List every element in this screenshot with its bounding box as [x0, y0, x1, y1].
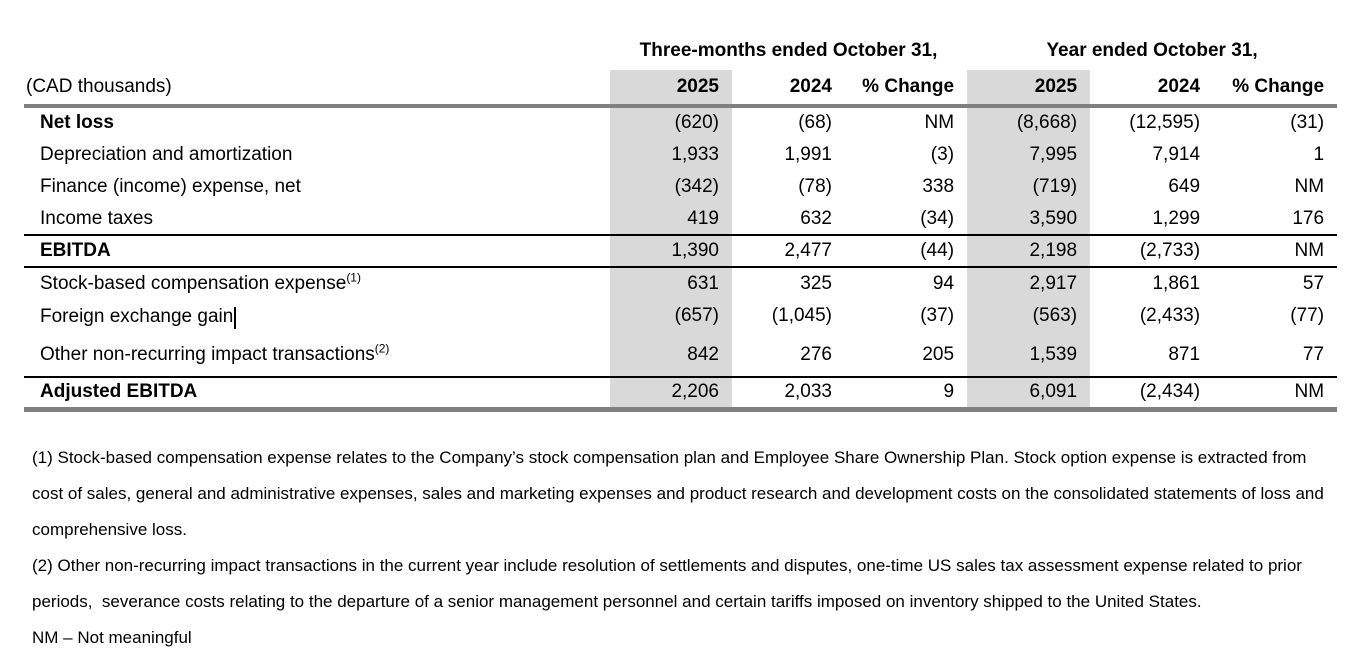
footnote-ref-2: (2): [374, 341, 390, 356]
value-cell: (68): [798, 112, 832, 133]
value-cell: 1,933: [610, 138, 732, 171]
col-group-header-year: Year ended October 31,: [1046, 40, 1258, 61]
table-row-net-loss: Net loss (620) (68) NM (8,668) (12,595) …: [24, 106, 1337, 138]
row-label-text: Stock-based compensation expense: [40, 272, 347, 294]
value-cell: 2,477: [732, 235, 845, 268]
group-header-spacer: [24, 36, 610, 70]
col-header-2024-q: 2024: [732, 70, 845, 108]
value-cell: NM: [1213, 377, 1338, 412]
value-cell: (77): [1290, 305, 1325, 326]
value-cell: (563): [967, 299, 1091, 333]
row-label-text: Foreign exchange gain: [40, 305, 234, 327]
value-cell: (2,733): [1090, 235, 1214, 268]
value-cell: 205: [845, 333, 968, 378]
value-cell: (31): [1290, 112, 1325, 133]
value-cell: (34): [845, 203, 968, 236]
footnote-1: (1) Stock-based compensation expense rel…: [32, 447, 1329, 539]
row-label: Income taxes: [24, 203, 610, 236]
value-cell: 1,991: [784, 143, 832, 165]
col-header-pct-change-q: % Change: [845, 70, 968, 108]
table-row-ebitda: EBITDA 1,390 2,477 (44) 2,198 (2,733) NM: [24, 235, 1338, 268]
value-cell: 2,206: [610, 377, 732, 412]
value-cell: NM: [924, 112, 955, 133]
value-cell: (78): [798, 176, 832, 197]
value-cell: 57: [1302, 272, 1325, 294]
row-label: Other non-recurring impact transactions(…: [24, 333, 610, 378]
table-row-foreign-exchange: Foreign exchange gain (657) (1,045) (37)…: [24, 299, 1337, 333]
row-label[interactable]: Foreign exchange gain: [24, 299, 610, 333]
footnotes-section: (1) Stock-based compensation expense rel…: [32, 440, 1341, 656]
value-cell: 2,198: [967, 235, 1091, 268]
value-cell: 77: [1213, 333, 1338, 378]
row-label: Finance (income) expense, net: [40, 176, 301, 197]
value-cell: 871: [1090, 333, 1214, 378]
value-cell: 1,539: [967, 333, 1091, 378]
value-cell: 649: [1168, 176, 1201, 197]
value-cell: 2,917: [967, 267, 1091, 299]
value-cell: NM: [1294, 176, 1325, 197]
table-row-finance: Finance (income) expense, net (342) (78)…: [24, 171, 1337, 203]
col-header-2025-y: 2025: [967, 70, 1091, 108]
row-label: Depreciation and amortization: [40, 143, 293, 165]
value-cell: (8,668): [967, 106, 1091, 138]
value-cell: 631: [610, 267, 732, 299]
value-cell: 3,590: [967, 203, 1091, 236]
value-cell: 1,299: [1090, 203, 1214, 236]
value-cell: 325: [800, 272, 832, 294]
value-cell: 94: [932, 272, 955, 294]
nm-definition: NM – Not meaningful: [32, 627, 192, 647]
value-cell: (342): [610, 171, 732, 203]
ebitda-reconciliation-table: Three-months ended October 31, Year ende…: [24, 36, 1338, 412]
value-cell: 632: [732, 203, 845, 236]
table-row-adjusted-ebitda: Adjusted EBITDA 2,206 2,033 9 6,091 (2,4…: [24, 377, 1338, 412]
unit-label: (CAD thousands): [24, 70, 610, 108]
table-row-other-nonrecurring: Other non-recurring impact transactions(…: [24, 333, 1338, 378]
value-cell: 419: [610, 203, 732, 236]
row-label: Adjusted EBITDA: [24, 377, 610, 412]
text-cursor: [234, 306, 236, 329]
value-cell: 276: [732, 333, 845, 378]
value-cell: 842: [610, 333, 732, 378]
value-cell: 1: [1313, 143, 1325, 165]
value-cell: 1,861: [1152, 272, 1201, 294]
table-row-stock-compensation: Stock-based compensation expense(1) 631 …: [24, 267, 1337, 299]
value-cell: 2,033: [732, 377, 845, 412]
value-cell: 7,914: [1152, 143, 1201, 165]
value-cell: 1,390: [610, 235, 732, 268]
col-header-pct-change-y: % Change: [1213, 70, 1338, 108]
col-header-2025-q: 2025: [610, 70, 732, 108]
value-cell: (657): [610, 299, 732, 333]
value-cell: 6,091: [967, 377, 1091, 412]
value-cell: 338: [922, 176, 955, 197]
value-cell: 7,995: [967, 138, 1091, 171]
value-cell: (2,433): [1139, 305, 1201, 326]
value-cell: NM: [1213, 235, 1338, 268]
col-group-header-three-months: Three-months ended October 31,: [639, 40, 938, 61]
footnote-ref-1: (1): [346, 270, 361, 285]
value-cell: (620): [610, 106, 732, 138]
row-label: Stock-based compensation expense(1): [24, 267, 610, 299]
table-row-depreciation: Depreciation and amortization 1,933 1,99…: [24, 138, 1337, 171]
value-cell: (719): [967, 171, 1091, 203]
value-cell: (37): [920, 305, 955, 326]
table-group-header-row: Three-months ended October 31, Year ende…: [24, 36, 1337, 70]
value-cell: (12,595): [1129, 112, 1201, 133]
value-cell: 176: [1213, 203, 1338, 236]
footnote-2: (2) Other non-recurring impact transacti…: [32, 555, 1307, 611]
value-cell: (1,045): [771, 305, 832, 326]
row-label-text: Other non-recurring impact transactions: [40, 343, 375, 365]
table-column-header-row: (CAD thousands) 2025 2024 % Change 2025 …: [24, 70, 1338, 108]
value-cell: (2,434): [1090, 377, 1214, 412]
row-label: Net loss: [40, 112, 114, 133]
value-cell: (3): [930, 143, 955, 165]
table-row-income-taxes: Income taxes 419 632 (34) 3,590 1,299 17…: [24, 203, 1338, 236]
value-cell: (44): [845, 235, 968, 268]
value-cell: 9: [845, 377, 968, 412]
col-header-2024-y: 2024: [1090, 70, 1214, 108]
row-label: EBITDA: [24, 235, 610, 268]
